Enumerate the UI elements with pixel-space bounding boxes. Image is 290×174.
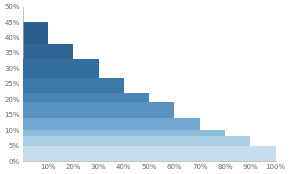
Bar xyxy=(23,136,251,161)
Bar xyxy=(23,44,73,161)
Bar xyxy=(23,59,99,161)
Bar xyxy=(23,93,149,161)
Bar xyxy=(23,118,200,161)
Bar xyxy=(23,78,124,161)
Bar xyxy=(23,130,225,161)
Bar xyxy=(23,102,175,161)
Bar xyxy=(23,146,276,161)
Bar xyxy=(23,22,48,161)
